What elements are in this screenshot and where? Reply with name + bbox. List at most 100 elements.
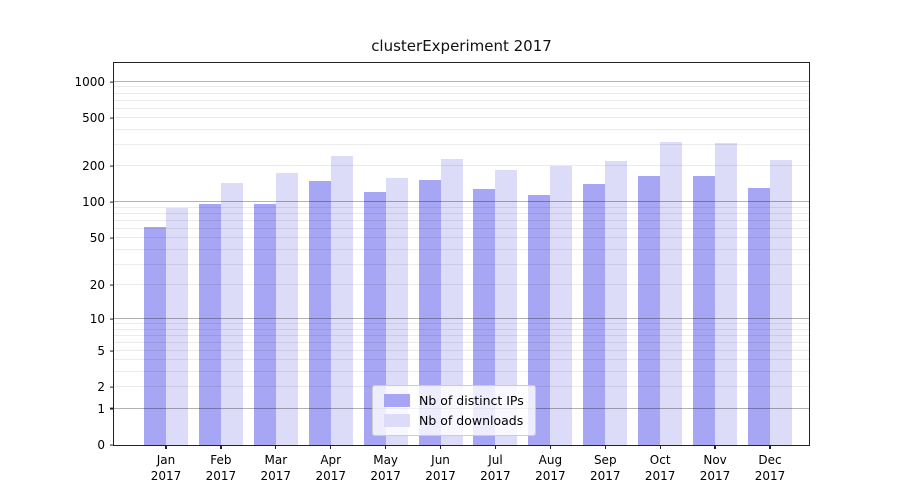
y-tick-label: 0 bbox=[97, 438, 105, 452]
x-tick-slot bbox=[473, 445, 517, 449]
y-tick-mark bbox=[110, 81, 114, 83]
bar bbox=[198, 204, 221, 445]
x-axis-ticks bbox=[114, 445, 809, 449]
y-axis-labels: 0 1 2 5 10 20 50 100 200 500 1000 bbox=[61, 63, 105, 451]
plot-area: 0 1 2 5 10 20 50 100 200 500 1000 Jan 2017 Feb 2017 Ma… bbox=[74, 62, 810, 483]
y-tick-mark bbox=[110, 444, 114, 446]
bar bbox=[308, 180, 331, 445]
bar bbox=[605, 160, 628, 445]
bar-group bbox=[253, 63, 298, 445]
x-tick-label: May 2017 bbox=[370, 453, 401, 484]
bar bbox=[715, 143, 738, 445]
chart-title: clusterExperiment 2017 bbox=[371, 37, 552, 55]
bar bbox=[363, 192, 386, 445]
y-tick-mark bbox=[110, 350, 114, 352]
x-tick-label: Feb 2017 bbox=[205, 453, 237, 484]
y-tick-label: 100 bbox=[82, 195, 105, 210]
bar-group bbox=[747, 63, 792, 445]
bar bbox=[693, 176, 716, 445]
x-axis-labels: Jan 2017 Feb 2017 Mar 2017 Apr 2017 May 2017 Jun 20… bbox=[114, 452, 809, 484]
y-tick-mark bbox=[110, 318, 114, 320]
y-tick-mark bbox=[110, 386, 114, 388]
legend: Nb of distinct IPs Nb of downloads bbox=[372, 385, 536, 436]
x-tick-mark bbox=[659, 445, 661, 449]
y-tick-label: 1 bbox=[97, 401, 105, 416]
x-tick-mark bbox=[165, 445, 167, 449]
bar bbox=[275, 173, 298, 445]
y-tick-label: 2 bbox=[97, 380, 105, 395]
y-tick-mark bbox=[110, 237, 114, 239]
x-tick-slot bbox=[748, 445, 792, 449]
x-tick-label: Jun 2017 bbox=[425, 453, 456, 484]
x-tick-slot bbox=[364, 445, 408, 449]
x-tick-label: Oct 2017 bbox=[644, 453, 676, 484]
legend-swatch bbox=[384, 414, 410, 427]
x-tick-slot bbox=[693, 445, 737, 449]
legend-item: Nb of downloads bbox=[384, 413, 524, 428]
bar-group bbox=[308, 63, 353, 445]
x-tick-mark bbox=[549, 445, 551, 449]
y-tick-label: 200 bbox=[82, 159, 105, 174]
y-tick-label: 5 bbox=[97, 343, 105, 358]
bar bbox=[769, 160, 792, 445]
x-tick-label: Mar 2017 bbox=[260, 453, 292, 484]
bar bbox=[385, 177, 408, 445]
bar bbox=[583, 183, 606, 445]
y-tick-label: 1000 bbox=[74, 74, 105, 89]
x-tick-slot bbox=[254, 445, 298, 449]
legend-swatch bbox=[384, 394, 410, 407]
x-tick-slot bbox=[583, 445, 627, 449]
x-tick-slot bbox=[638, 445, 682, 449]
x-tick-slot bbox=[528, 445, 572, 449]
x-tick-mark bbox=[330, 445, 332, 449]
y-tick-mark bbox=[110, 201, 114, 204]
bar bbox=[747, 187, 770, 445]
bar-group bbox=[144, 63, 188, 445]
y-axis-ticks bbox=[110, 63, 114, 446]
bar bbox=[495, 170, 518, 445]
bar-group bbox=[473, 63, 518, 445]
y-tick-label: 50 bbox=[89, 231, 105, 246]
legend-label: Nb of downloads bbox=[419, 413, 524, 428]
x-tick-label: Nov 2017 bbox=[699, 453, 731, 484]
x-tick-slot bbox=[419, 445, 463, 449]
bar bbox=[418, 179, 441, 445]
y-tick-label: 10 bbox=[89, 311, 105, 326]
bars-container bbox=[114, 63, 809, 445]
bar-group bbox=[363, 63, 408, 445]
legend-item: Nb of distinct IPs bbox=[384, 393, 524, 408]
bar-group bbox=[583, 63, 628, 445]
y-tick-mark bbox=[110, 407, 114, 410]
bar-group bbox=[528, 63, 573, 445]
bar bbox=[550, 166, 573, 445]
y-tick-mark bbox=[110, 284, 114, 286]
x-tick-label: Jul 2017 bbox=[480, 453, 511, 484]
bar bbox=[253, 204, 276, 445]
x-tick-mark bbox=[385, 445, 387, 449]
bar bbox=[144, 227, 166, 445]
x-tick-mark bbox=[604, 445, 606, 449]
y-tick-mark bbox=[110, 117, 114, 119]
x-tick-label: Jan 2017 bbox=[150, 453, 182, 484]
bar bbox=[528, 195, 551, 445]
x-tick-mark bbox=[275, 445, 277, 449]
x-tick-mark bbox=[494, 445, 497, 449]
bar-group bbox=[638, 63, 683, 445]
x-tick-mark bbox=[220, 445, 222, 449]
bar bbox=[166, 207, 188, 445]
x-tick-mark bbox=[714, 445, 716, 449]
x-tick-slot bbox=[144, 445, 188, 449]
x-tick-slot bbox=[309, 445, 353, 449]
bar-group bbox=[418, 63, 463, 445]
x-tick-label: Apr 2017 bbox=[315, 453, 346, 484]
x-tick-label: Dec 2017 bbox=[754, 453, 786, 484]
y-tick-mark bbox=[110, 165, 114, 167]
x-tick-mark bbox=[769, 445, 771, 449]
bar bbox=[638, 176, 661, 445]
x-tick-mark bbox=[439, 445, 442, 449]
y-tick-label: 500 bbox=[82, 111, 105, 126]
bar-group bbox=[198, 63, 243, 445]
legend-label: Nb of distinct IPs bbox=[419, 393, 524, 408]
y-tick-label: 20 bbox=[89, 278, 105, 292]
